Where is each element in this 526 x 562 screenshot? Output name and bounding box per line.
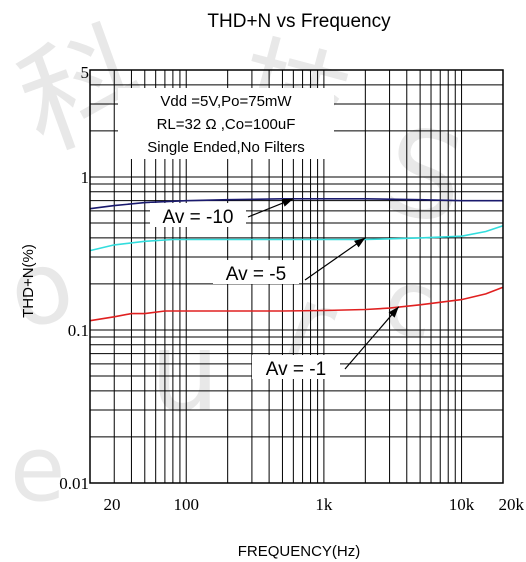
series-label: Av = -10	[163, 207, 234, 228]
series-label-background	[150, 203, 246, 227]
series-line-1	[89, 224, 504, 252]
x-tick-label: 20k	[499, 495, 525, 514]
series-label-background	[213, 260, 299, 284]
series-label-background	[252, 355, 340, 379]
series-line-0	[89, 198, 503, 210]
series-label: Av = -5	[226, 264, 286, 285]
series-lines	[89, 198, 504, 322]
conditions-box: Vdd =5V,Po=75mW RL=32 Ω ,Co=100uF Single…	[118, 88, 334, 159]
tick-labels: 20 100 1k 10k 20k 5 1 0.1 0.01	[59, 63, 524, 514]
y-tick-label: 0.1	[68, 321, 89, 340]
series-label: Av = -1	[266, 359, 326, 380]
annotation-arrows	[247, 198, 400, 370]
condition-line-3: Single Ended,No Filters	[147, 139, 305, 156]
y-axis-label: THD+N(%)	[20, 244, 37, 318]
annotation-arrow-head	[388, 306, 399, 318]
annotation-arrow-head	[354, 237, 366, 248]
x-tick-label: 20	[104, 495, 121, 514]
condition-line-1: Vdd =5V,Po=75mW	[160, 93, 292, 110]
annotation-arrow-line	[304, 237, 366, 281]
annotation-arrow-head	[281, 198, 294, 207]
x-tick-label: 1k	[315, 495, 333, 514]
x-tick-label: 10k	[449, 495, 475, 514]
y-tick-label: 1	[81, 168, 90, 187]
x-axis-label: FREQUENCY(Hz)	[238, 543, 361, 560]
watermark-glyph: u	[150, 308, 220, 436]
grid	[90, 70, 503, 483]
watermark-glyph: e	[10, 417, 65, 522]
chart-title: THD+N vs Frequency	[207, 11, 391, 32]
condition-line-2: RL=32 Ω ,Co=100uF	[157, 116, 296, 133]
series-labels: Av = -10 Av = -5 Av = -1	[150, 203, 340, 380]
conditions-background	[118, 88, 334, 159]
series-line-2	[89, 286, 504, 322]
watermark-glyph: c	[376, 248, 443, 360]
x-tick-label: 100	[173, 495, 199, 514]
plot-frame	[89, 69, 504, 484]
y-tick-label: 0.01	[59, 474, 89, 493]
annotation-arrow-line	[344, 306, 400, 370]
y-tick-label: 5	[81, 63, 90, 82]
